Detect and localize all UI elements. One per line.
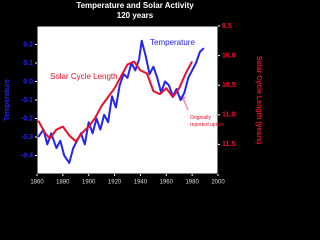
- y2-tick-label: 11.0: [222, 112, 235, 119]
- y-tick-label: -0.3: [21, 134, 33, 141]
- y2-axis-title: Solar Cycle Length (years): [255, 56, 262, 144]
- y-tick-label: -0.4: [21, 152, 33, 159]
- x-tick-label: 1940: [134, 180, 148, 186]
- series-label: Solar Cycle Length: [50, 72, 118, 81]
- annotation-line: Originally: [190, 115, 211, 121]
- chart-subtitle: 120 years: [117, 11, 154, 20]
- plot-area: [36, 25, 219, 175]
- series-line: [37, 39, 205, 164]
- annotation-line: reported upturn: [190, 122, 224, 128]
- y2-tick-label: 10.5: [222, 82, 236, 89]
- x-tick-label: 1880: [56, 180, 70, 186]
- x-tick-label: 1980: [185, 180, 199, 186]
- annotation: Originally reported upturn: [190, 115, 224, 128]
- series-label: Temperature: [150, 38, 195, 47]
- y-tick-label: -0.1: [21, 97, 33, 104]
- y2-tick-label: 9.5: [222, 23, 232, 30]
- y-axis-title: Temperature: [4, 79, 11, 121]
- x-tick-label: 2000: [211, 180, 225, 186]
- y-tick-label: 0.2: [23, 41, 33, 48]
- y-tick-label: 0.0: [23, 78, 33, 85]
- chart: Temperature and Solar Activity 120 years…: [3, 1, 263, 186]
- x-tick-label: 1860: [30, 180, 44, 186]
- x-tick-label: 1920: [108, 180, 122, 186]
- y2-tick-label: 11.5: [222, 141, 235, 148]
- x-tick-label: 1960: [160, 180, 174, 186]
- annotation-arrow: [182, 97, 189, 111]
- y2-tick-label: 10.0: [222, 52, 236, 59]
- chart-title: Temperature and Solar Activity: [76, 1, 194, 10]
- y-tick-label: -0.2: [21, 115, 33, 122]
- x-tick-label: 1900: [82, 180, 96, 186]
- y-tick-label: 0.1: [23, 60, 33, 67]
- series-line: [37, 60, 193, 143]
